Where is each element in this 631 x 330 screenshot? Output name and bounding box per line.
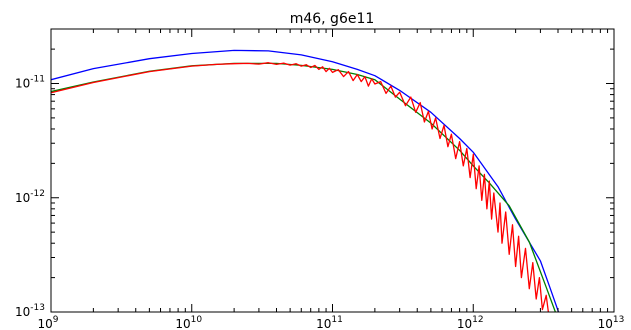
y-tick-label: 10-13 <box>15 303 45 319</box>
x-tick-label: 1013 <box>598 315 625 330</box>
series-line-1 <box>51 49 560 312</box>
x-tick-label: 1012 <box>457 315 484 330</box>
series-layer <box>51 49 560 312</box>
y-tick-label: 10-11 <box>15 75 45 91</box>
series-line-3 <box>51 62 550 312</box>
y-tick-label: 10-12 <box>15 189 45 205</box>
x-tick-label: 1010 <box>175 315 202 330</box>
x-tick-label: 1011 <box>316 315 343 330</box>
x-tick-label: 109 <box>37 315 58 330</box>
chart-title: m46, g6e11 <box>290 11 375 27</box>
tick-layer: 109 1010 1011 1012 1013 10-13 10-12 10-11 <box>15 28 625 330</box>
